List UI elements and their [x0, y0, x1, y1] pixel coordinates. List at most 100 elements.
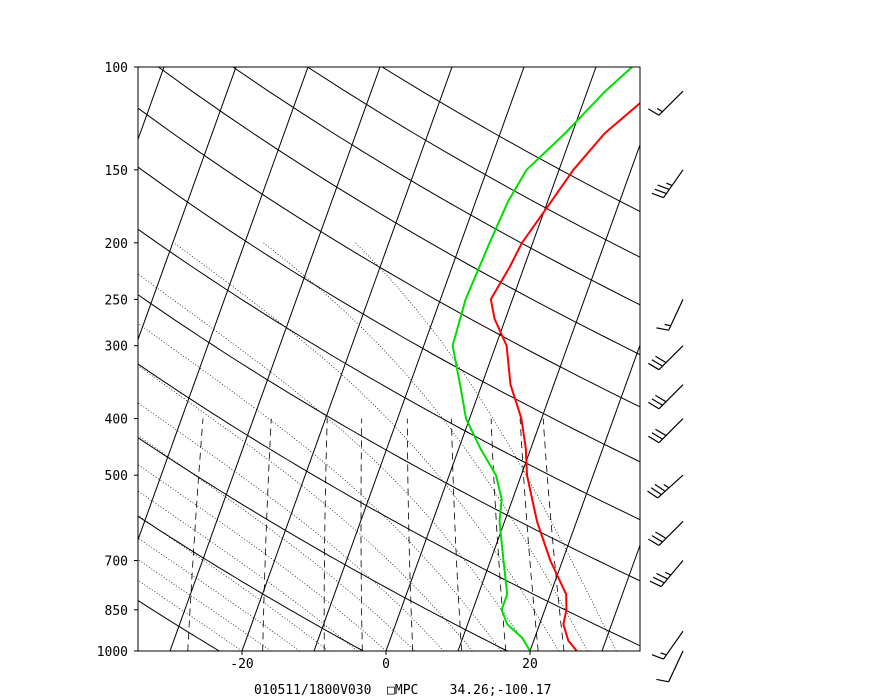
wind-barb-staff	[660, 560, 684, 587]
wind-barb-full	[651, 359, 663, 367]
wind-barb-full	[648, 435, 660, 444]
wind-barb-full	[648, 362, 660, 371]
mixing-ratio-line	[262, 418, 272, 651]
pressure-tick-label: 500	[105, 469, 128, 484]
wind-barb-full	[651, 192, 664, 199]
temperature-tick-label: -20	[230, 657, 253, 672]
wind-barb-staff	[658, 418, 684, 444]
pressure-tick-label: 150	[105, 164, 128, 179]
moist-adiabat	[138, 322, 502, 651]
dry-adiabat	[381, 67, 640, 213]
wind-barb-half	[664, 323, 671, 327]
wind-barb-full	[655, 428, 667, 437]
dry-adiabat	[138, 107, 640, 408]
wind-barb-half	[656, 107, 663, 113]
moist-adiabat	[138, 514, 329, 651]
dry-adiabat	[138, 363, 640, 647]
wind-barb-full	[656, 678, 669, 683]
dewpoint-trace	[451, 67, 633, 651]
wind-barb-full	[655, 394, 667, 403]
wind-barb-full	[655, 355, 667, 364]
wind-barb-full	[647, 490, 659, 499]
moist-adiabat	[138, 490, 358, 651]
footer-info: 010511/1800V030 □MPC 34.26;-100.17	[254, 683, 551, 697]
isotherm-line	[529, 343, 640, 651]
wind-barb-half	[666, 182, 673, 186]
pressure-tick-label: 400	[105, 413, 128, 428]
moist-adiabat	[355, 242, 617, 651]
wind-barb-full	[648, 538, 660, 546]
mixing-ratio-line	[406, 418, 414, 651]
wind-barb-full	[652, 576, 665, 584]
mixing-ratio-line	[360, 418, 363, 651]
pressure-tick-label: 700	[105, 555, 128, 570]
isotherm-line	[601, 543, 640, 651]
moist-adiabat	[173, 242, 560, 651]
isotherm-line	[0, 40, 30, 663]
isotherm-line	[670, 40, 894, 663]
isotherm-line	[138, 67, 237, 342]
dry-adiabat	[138, 437, 509, 651]
dry-adiabat	[306, 67, 640, 258]
isotherm-line	[313, 67, 525, 651]
moist-adiabat	[138, 559, 272, 651]
wind-barb-full	[656, 572, 668, 580]
mixing-ratio-line	[451, 418, 463, 651]
wind-barb-full	[649, 580, 662, 588]
wind-barb-half	[663, 483, 670, 489]
wind-barb-full	[655, 531, 667, 539]
wind-barb-half	[664, 571, 672, 576]
moist-adiabat	[138, 434, 416, 651]
wind-barb-full	[656, 327, 669, 331]
mixing-ratio-line	[323, 418, 328, 651]
isotherm-line	[385, 67, 597, 651]
moist-adiabat	[138, 464, 387, 651]
dry-adiabat	[138, 294, 640, 582]
pressure-tick-label: 100	[105, 61, 128, 76]
temperature-axis: -20 0 20	[230, 651, 538, 672]
wind-barb-full	[648, 108, 660, 116]
wind-barb-staff	[663, 169, 684, 199]
moist-adiabat	[138, 402, 444, 651]
wind-barb-staff	[658, 90, 684, 116]
wind-barb-staff	[658, 345, 684, 371]
moist-adiabat	[138, 365, 473, 651]
moist-adiabat	[263, 242, 588, 651]
wind-barbs	[647, 90, 684, 683]
wind-barb-full	[651, 535, 663, 543]
dry-adiabat	[138, 515, 365, 651]
pressure-tick-label: 1000	[97, 645, 128, 660]
wind-barb-full	[657, 184, 670, 191]
wind-barb-full	[648, 401, 660, 410]
sounding-traces	[451, 67, 640, 651]
mixing-ratio-line	[519, 418, 539, 651]
isotherm-line	[0, 40, 102, 663]
wind-barb-staff	[668, 650, 684, 683]
isotherm-line	[138, 67, 165, 141]
mixing-ratio-line	[187, 418, 204, 651]
moist-adiabat	[138, 273, 531, 651]
wind-barb-full	[651, 398, 663, 406]
dry-adiabat	[232, 67, 640, 306]
wind-barb-full	[651, 432, 663, 440]
mixing-ratio-line	[542, 418, 565, 651]
wind-barb-staff	[658, 521, 684, 546]
moist-adiabat	[138, 537, 300, 651]
isotherm-line	[169, 67, 381, 651]
background-grid	[0, 40, 894, 666]
isotherm-line	[241, 67, 453, 651]
dry-adiabat	[0, 40, 98, 666]
wind-barb-staff	[658, 384, 684, 410]
wind-barb-half	[660, 652, 667, 656]
wind-barb-staff	[657, 474, 684, 499]
wind-barb-full	[650, 487, 662, 496]
wind-barb-staff	[663, 630, 684, 660]
plot-frame	[137, 66, 641, 652]
pressure-tick-label: 850	[105, 604, 128, 619]
pressure-tick-label: 250	[105, 293, 128, 308]
isotherm-line	[457, 143, 640, 651]
pressure-axis: 100 150 200 250 300 400 500 700 850 1000	[97, 61, 138, 660]
temperature-trace	[489, 101, 640, 651]
wind-barb-full	[654, 188, 667, 195]
